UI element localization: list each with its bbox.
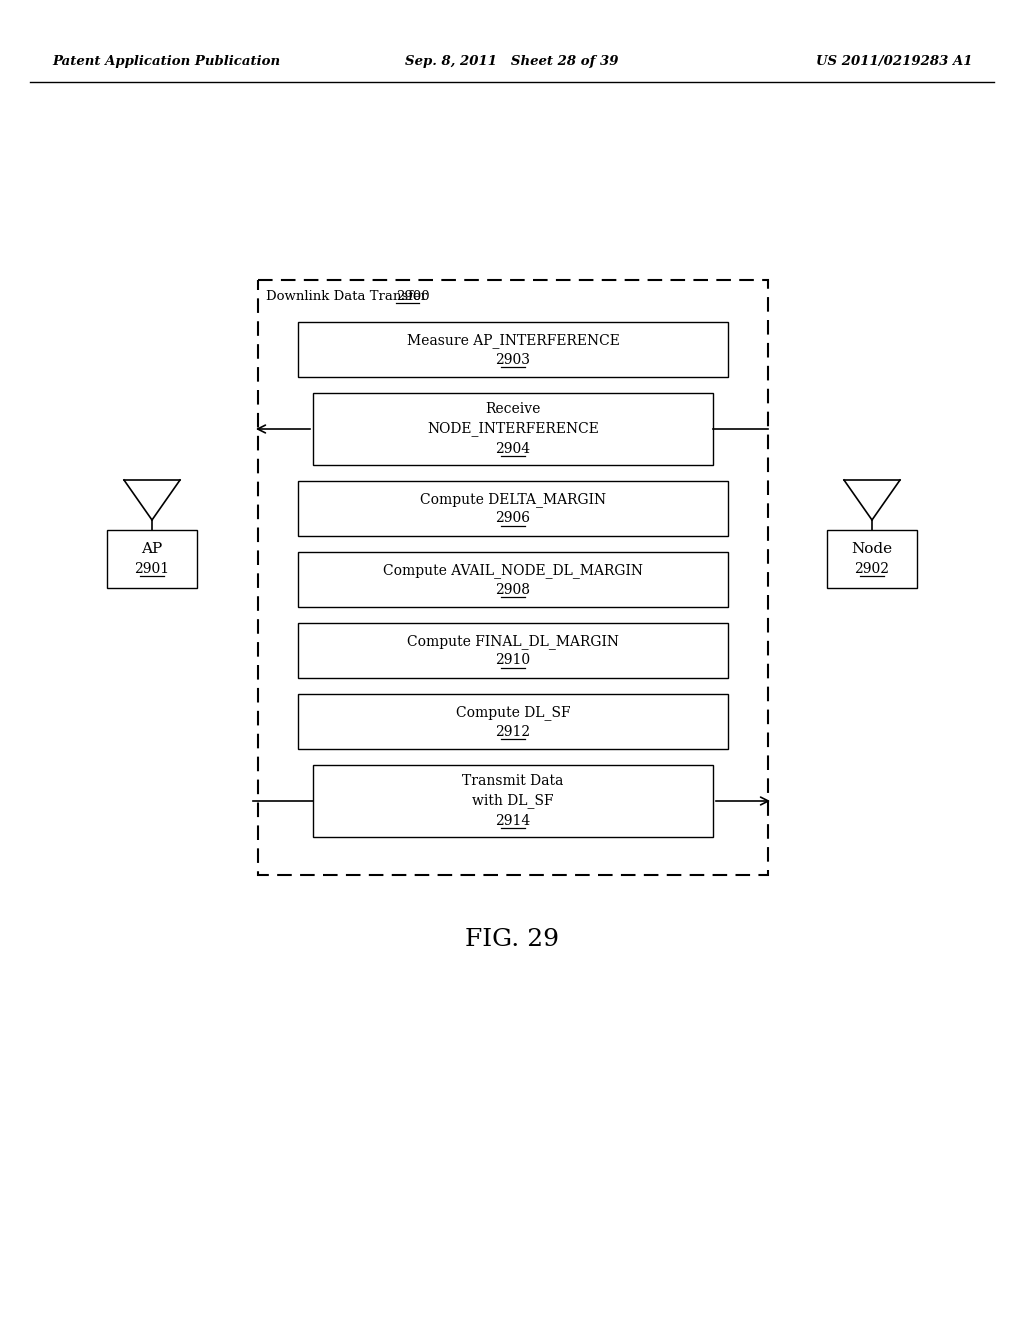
FancyBboxPatch shape [106, 531, 197, 587]
Text: US 2011/0219283 A1: US 2011/0219283 A1 [815, 55, 972, 69]
Text: Downlink Data Transfer: Downlink Data Transfer [266, 289, 431, 302]
Text: 2903: 2903 [496, 352, 530, 367]
Text: FIG. 29: FIG. 29 [465, 928, 559, 952]
Text: AP: AP [141, 543, 163, 556]
FancyBboxPatch shape [298, 480, 728, 536]
Text: Compute AVAIL_NODE_DL_MARGIN: Compute AVAIL_NODE_DL_MARGIN [383, 564, 643, 578]
Text: with DL_SF: with DL_SF [472, 793, 554, 808]
FancyBboxPatch shape [298, 694, 728, 748]
Text: Patent Application Publication: Patent Application Publication [52, 55, 281, 69]
Text: Sep. 8, 2011   Sheet 28 of 39: Sep. 8, 2011 Sheet 28 of 39 [406, 55, 618, 69]
Text: 2904: 2904 [496, 442, 530, 455]
Text: NODE_INTERFERENCE: NODE_INTERFERENCE [427, 421, 599, 437]
Text: Compute DELTA_MARGIN: Compute DELTA_MARGIN [420, 492, 606, 507]
Text: Node: Node [851, 543, 893, 556]
Text: 2914: 2914 [496, 814, 530, 828]
Text: Measure AP_INTERFERENCE: Measure AP_INTERFERENCE [407, 333, 620, 348]
FancyBboxPatch shape [298, 322, 728, 378]
Text: Transmit Data: Transmit Data [462, 774, 563, 788]
FancyBboxPatch shape [313, 766, 713, 837]
Text: 2906: 2906 [496, 511, 530, 525]
Text: 2900: 2900 [396, 289, 430, 302]
Text: 2910: 2910 [496, 653, 530, 668]
FancyBboxPatch shape [298, 552, 728, 607]
Text: 2908: 2908 [496, 582, 530, 597]
Text: Receive: Receive [485, 403, 541, 416]
Text: 2901: 2901 [134, 562, 170, 576]
FancyBboxPatch shape [827, 531, 918, 587]
Text: Compute FINAL_DL_MARGIN: Compute FINAL_DL_MARGIN [407, 634, 618, 649]
Text: Compute DL_SF: Compute DL_SF [456, 705, 570, 719]
FancyBboxPatch shape [313, 393, 713, 465]
FancyBboxPatch shape [258, 280, 768, 875]
Text: 2902: 2902 [854, 562, 890, 576]
Text: 2912: 2912 [496, 725, 530, 738]
FancyBboxPatch shape [298, 623, 728, 678]
